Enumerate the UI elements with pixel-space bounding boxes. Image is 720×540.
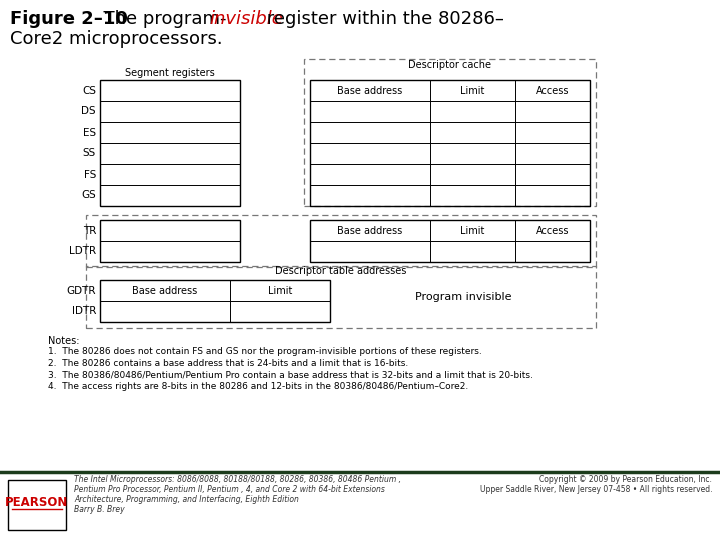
Text: IDTR: IDTR [71,307,96,316]
Text: Limit: Limit [460,85,485,96]
Text: Core2 microprocessors.: Core2 microprocessors. [10,30,222,48]
Bar [86,266,596,328]
Text: DS: DS [81,106,96,117]
Bar [8,480,66,530]
Text: register within the 80286–: register within the 80286– [261,10,504,28]
Text: The program-: The program- [92,10,227,28]
Text: ES: ES [83,127,96,138]
Text: Limit: Limit [268,286,292,295]
Text: Base address: Base address [338,226,402,235]
Text: Barry B. Brey: Barry B. Brey [74,505,125,514]
Text: PEARSON: PEARSON [5,496,68,509]
Text: Base address: Base address [338,85,402,96]
Bar [100,220,240,262]
Text: GS: GS [81,191,96,200]
Text: TR: TR [83,226,96,235]
Text: GDTR: GDTR [66,286,96,295]
Text: CS: CS [82,85,96,96]
Text: 1.  The 80286 does not contain FS and GS nor the program-invisible portions of t: 1. The 80286 does not contain FS and GS … [48,348,482,356]
Text: Segment registers: Segment registers [125,68,215,78]
Text: Notes:: Notes: [48,336,79,346]
Text: Descriptor table addresses: Descriptor table addresses [275,266,407,276]
Bar [86,215,596,267]
Text: 2.  The 80286 contains a base address that is 24-bits and a limit that is 16-bit: 2. The 80286 contains a base address tha… [48,359,408,368]
Bar [310,80,590,206]
Text: invisible: invisible [209,10,283,28]
Text: Base address: Base address [132,286,197,295]
Bar [304,59,596,206]
Text: Pentium Pro Processor, Pentium II, Pentium , 4, and Core 2 with 64-bit Extension: Pentium Pro Processor, Pentium II, Penti… [74,485,385,494]
Bar [100,280,330,322]
Text: FS: FS [84,170,96,179]
Text: 4.  The access rights are 8-bits in the 80286 and 12-bits in the 80386/80486/Pen: 4. The access rights are 8-bits in the 8… [48,382,468,391]
Text: Copyright © 2009 by Pearson Education, Inc.: Copyright © 2009 by Pearson Education, I… [539,475,712,484]
Text: Architecture, Programming, and Interfacing, Eighth Edition: Architecture, Programming, and Interfaci… [74,495,299,504]
Text: Descriptor cache: Descriptor cache [408,60,492,70]
Text: Figure 2–10: Figure 2–10 [10,10,128,28]
Text: Upper Saddle River, New Jersey 07-458 • All rights reserved.: Upper Saddle River, New Jersey 07-458 • … [480,485,712,494]
Text: The Intel Microprocessors: 8086/8088, 80188/80188, 80286, 80386, 80486 Pentium ,: The Intel Microprocessors: 8086/8088, 80… [74,475,401,484]
Bar [310,220,590,262]
Text: SS: SS [83,148,96,159]
Text: Access: Access [536,226,570,235]
Text: Access: Access [536,85,570,96]
Bar [100,80,240,206]
Text: Program invisible: Program invisible [415,292,511,302]
Text: LDTR: LDTR [69,246,96,256]
Text: 3.  The 80386/80486/Pentium/Pentium Pro contain a base address that is 32-bits a: 3. The 80386/80486/Pentium/Pentium Pro c… [48,370,533,380]
Text: Limit: Limit [460,226,485,235]
